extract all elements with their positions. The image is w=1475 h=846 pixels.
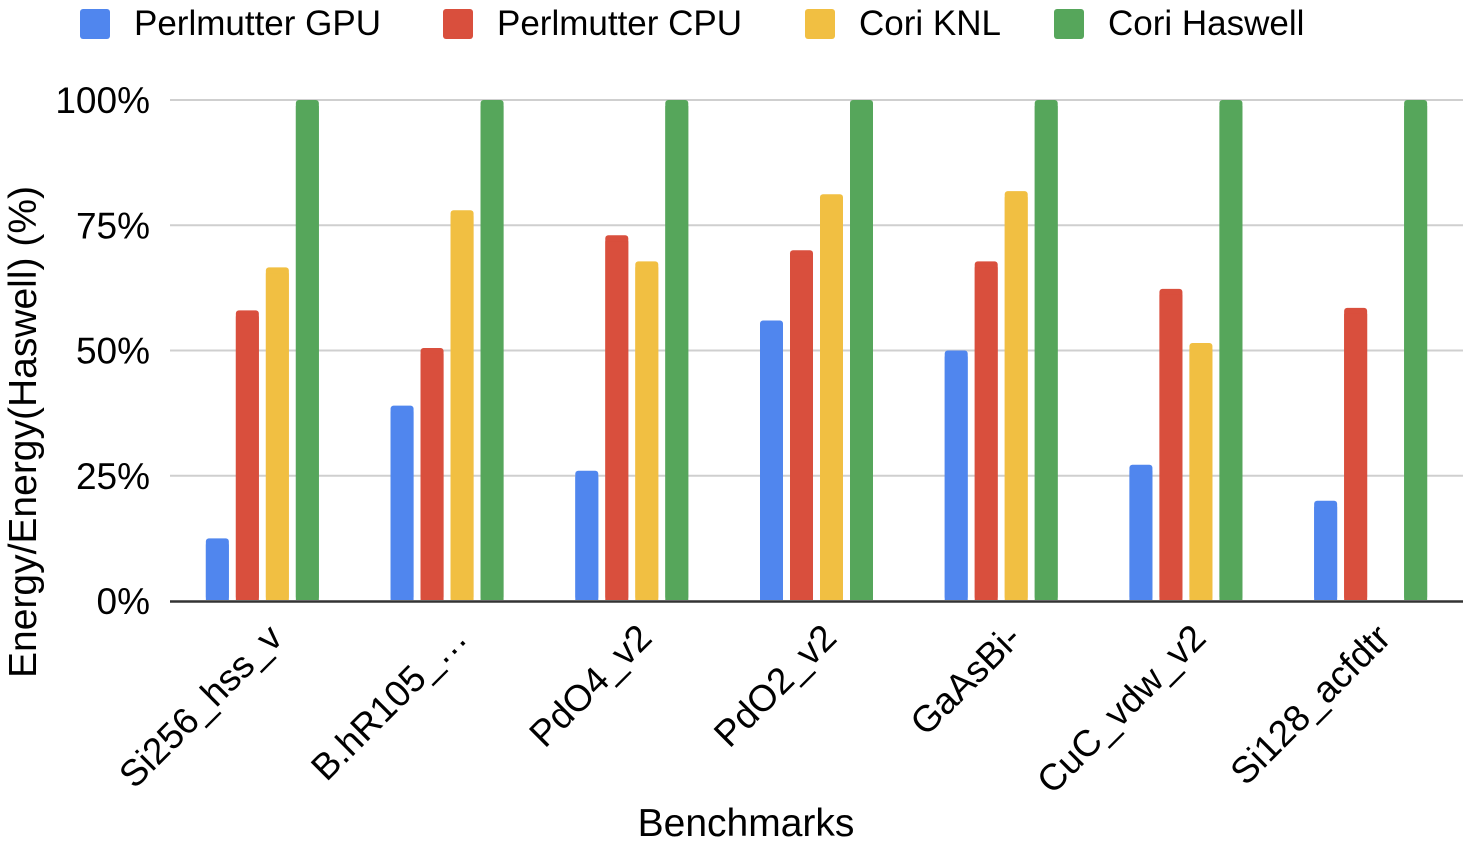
bar	[944, 350, 968, 600]
bar-base	[1034, 106, 1058, 600]
bar	[420, 347, 444, 600]
bar-base	[820, 200, 843, 601]
bar	[820, 194, 843, 601]
bar-base	[605, 241, 629, 600]
bar-base	[1189, 348, 1213, 600]
bar	[1159, 288, 1183, 600]
bars	[205, 100, 1428, 601]
bar-base	[974, 267, 998, 600]
bar	[295, 100, 319, 600]
bar-base	[665, 106, 689, 600]
y-axis-title: Energy/Energy(Haswell) (%)	[2, 186, 45, 678]
x-tick-label: Si128_acfdtr	[1222, 617, 1398, 793]
bar-base	[1129, 470, 1153, 600]
bar-base	[295, 106, 319, 600]
bar	[1129, 464, 1153, 600]
x-axis-title: Benchmarks	[638, 802, 855, 845]
legend-swatch-perlmutter-gpu	[80, 9, 110, 39]
bar-base	[850, 106, 873, 600]
bar	[480, 100, 504, 600]
x-tick-label: CuC_vdw_v2	[1029, 617, 1214, 802]
legend-label: Cori Haswell	[1108, 4, 1305, 43]
y-tick-label: 25%	[76, 456, 150, 497]
bar	[450, 210, 474, 600]
bar-base	[390, 411, 414, 600]
y-tick-label: 0%	[97, 581, 150, 622]
x-tick-label: Si256_hss_v	[111, 616, 290, 795]
bar	[1004, 191, 1028, 600]
legend-swatch-perlmutter-cpu	[443, 9, 473, 39]
y-tick-label: 100%	[55, 80, 150, 121]
bar-base	[1219, 106, 1243, 600]
bar	[1219, 100, 1243, 600]
legend-item-perlmutter-cpu: Perlmutter CPU	[443, 2, 742, 46]
bar-base	[480, 106, 504, 600]
bar-base	[760, 326, 783, 600]
bar	[1034, 100, 1058, 600]
bar-base	[1344, 313, 1368, 600]
bar	[760, 320, 783, 600]
bar-base	[205, 544, 229, 600]
bar	[790, 250, 813, 601]
bar	[850, 100, 873, 600]
x-tick-label: PdO4_v2	[521, 617, 659, 755]
bar	[235, 310, 259, 600]
bar-base	[944, 356, 968, 600]
bar-base	[450, 216, 474, 600]
bar-base	[265, 273, 289, 600]
y-tick-labels: 0% 25% 50% 75% 100%	[55, 80, 150, 622]
bar	[1189, 342, 1213, 600]
grid-lines	[170, 99, 1463, 477]
legend: Perlmutter GPU Perlmutter CPU Cori KNL C…	[0, 0, 1475, 50]
bar-base	[1159, 294, 1183, 600]
bar-base	[790, 256, 813, 600]
bar-base	[1314, 506, 1338, 600]
bar	[1344, 307, 1368, 600]
bar	[974, 261, 998, 600]
y-tick-label: 75%	[76, 205, 150, 246]
legend-label: Perlmutter CPU	[497, 4, 743, 43]
bar-base	[420, 353, 444, 600]
legend-swatch-cori-knl	[805, 9, 835, 39]
bar-base	[635, 267, 659, 600]
bar	[605, 235, 629, 600]
bar	[575, 470, 599, 600]
legend-item-perlmutter-gpu: Perlmutter GPU	[80, 2, 381, 46]
x-tick-label: B.hR105_…	[303, 617, 475, 789]
x-tick-label: GaAsBi-	[902, 617, 1028, 743]
bar	[390, 405, 414, 600]
bar-base	[1004, 197, 1028, 600]
bar	[665, 100, 689, 600]
legend-label: Perlmutter GPU	[134, 4, 381, 43]
legend-label: Cori KNL	[859, 4, 1001, 43]
bar	[1314, 500, 1338, 600]
bar	[1404, 100, 1428, 600]
y-tick-label: 50%	[76, 331, 150, 372]
bar	[205, 538, 229, 600]
bar-base	[235, 316, 259, 600]
legend-swatch-cori-haswell	[1054, 9, 1084, 39]
x-tick-labels: Si256_hss_v B.hR105_… PdO4_v2 PdO2_v2 GaAsBi…	[111, 616, 1398, 801]
legend-item-cori-knl: Cori KNL	[805, 2, 1001, 46]
bar	[635, 261, 659, 600]
bar-base	[575, 476, 599, 600]
bar	[265, 267, 289, 600]
bar-base	[1404, 106, 1428, 600]
x-tick-label: PdO2_v2	[706, 617, 844, 755]
legend-item-cori-haswell: Cori Haswell	[1054, 2, 1304, 46]
